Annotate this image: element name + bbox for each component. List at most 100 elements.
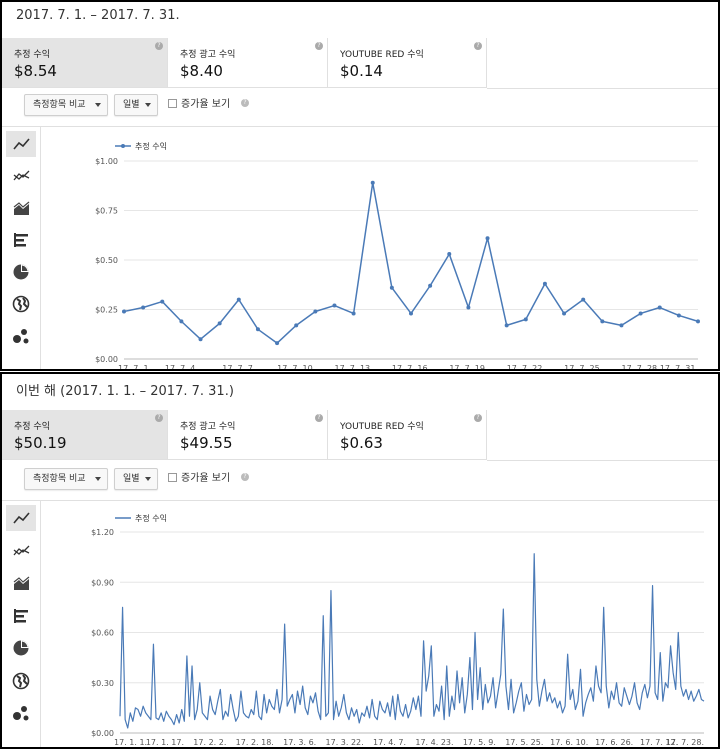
x-tick-label: 17. 1. 1.: [114, 738, 147, 747]
metric-value: $8.40: [180, 62, 223, 80]
help-icon[interactable]: ?: [155, 42, 163, 50]
metric-value: $49.55: [180, 434, 233, 452]
legend-marker: [121, 144, 125, 148]
interval-dropdown[interactable]: 일별: [114, 468, 158, 490]
data-point[interactable]: [332, 303, 337, 308]
line-chart-icon: [13, 138, 30, 150]
area-chart-icon: [13, 576, 30, 590]
metric-tab-estimated-revenue[interactable]: 추정 수익 $50.19 ?: [2, 410, 168, 460]
chart-type-button-multi-line[interactable]: [6, 538, 36, 564]
data-point[interactable]: [370, 180, 375, 185]
data-point[interactable]: [466, 305, 471, 310]
x-tick-label: 17. 7. 31.: [660, 364, 698, 371]
x-tick-label: 17. 2. 18.: [236, 738, 274, 747]
interval-label: 일별: [123, 100, 140, 110]
growth-checkbox[interactable]: [168, 99, 177, 108]
chart-type-button-bar-chart[interactable]: [6, 603, 36, 629]
data-point[interactable]: [198, 337, 203, 342]
y-tick-label: $0.50: [95, 256, 118, 265]
help-icon[interactable]: ?: [315, 414, 323, 422]
metric-tab-youtube-red-revenue[interactable]: YOUTUBE RED 수익 $0.14 ?: [328, 38, 487, 88]
data-point[interactable]: [122, 309, 126, 314]
compare-metric-dropdown[interactable]: 측정항목 비교: [24, 94, 108, 116]
metric-tabs: 추정 수익 $8.54 ? 추정 광고 수익 $8.40 ? YOUTUBE R…: [2, 38, 718, 89]
interval-dropdown[interactable]: 일별: [114, 94, 158, 116]
x-tick-label: 17. 5. 25.: [505, 738, 543, 747]
chart-type-button-globe[interactable]: [6, 291, 36, 317]
monthly-revenue-panel: 2017. 7. 1. – 2017. 7. 31. 추정 수익 $8.54 ?…: [0, 0, 720, 371]
x-tick-label: 17. 7. 25.: [564, 364, 602, 371]
data-point[interactable]: [619, 323, 624, 328]
y-tick-label: $0.30: [91, 679, 114, 688]
data-point[interactable]: [389, 285, 394, 290]
metric-tab-ad-revenue[interactable]: 추정 광고 수익 $8.40 ?: [168, 38, 328, 88]
chart-type-button-line-chart[interactable]: [6, 131, 36, 157]
data-point[interactable]: [160, 299, 165, 304]
data-point[interactable]: [638, 311, 643, 316]
line-chart-icon: [13, 512, 30, 524]
chart-type-button-pie-chart[interactable]: [6, 259, 36, 285]
chevron-down-icon: [95, 477, 101, 481]
data-point[interactable]: [351, 311, 356, 316]
data-point[interactable]: [179, 319, 184, 324]
data-point[interactable]: [504, 323, 509, 328]
chart-type-button-pie-chart[interactable]: [6, 635, 36, 661]
x-tick-label: 17. 7. 12.: [640, 738, 678, 747]
growth-label: 증가율 보기: [181, 473, 231, 484]
data-point[interactable]: [236, 297, 241, 302]
data-point[interactable]: [447, 252, 452, 257]
data-point[interactable]: [428, 283, 433, 288]
chart-type-button-area-chart[interactable]: [6, 195, 36, 221]
data-point[interactable]: [600, 319, 605, 324]
help-icon[interactable]: ?: [474, 42, 482, 50]
help-icon[interactable]: ?: [315, 42, 323, 50]
y-tick-label: $1.00: [95, 157, 118, 166]
compare-metric-label: 측정항목 비교: [33, 474, 86, 484]
compare-metric-dropdown[interactable]: 측정항목 비교: [24, 468, 108, 490]
metric-label: YOUTUBE RED 수익: [340, 422, 424, 432]
data-point[interactable]: [217, 321, 222, 326]
x-tick-label: 17. 6. 26.: [595, 738, 633, 747]
x-tick-label: 17. 4. 7.: [373, 738, 406, 747]
data-point[interactable]: [313, 309, 318, 314]
y-tick-label: $0.00: [95, 355, 118, 364]
data-point[interactable]: [275, 341, 280, 346]
growth-checkbox[interactable]: [168, 473, 177, 482]
chart-type-button-multi-line[interactable]: [6, 163, 36, 189]
data-point[interactable]: [542, 281, 547, 286]
help-icon[interactable]: ?: [241, 99, 249, 107]
x-tick-label: 17. 7. 22.: [507, 364, 545, 371]
data-point[interactable]: [255, 327, 260, 332]
data-point[interactable]: [581, 297, 586, 302]
chart-type-button-bubble-chart[interactable]: [6, 323, 36, 349]
data-point[interactable]: [485, 236, 490, 241]
chart-type-button-globe[interactable]: [6, 668, 36, 694]
data-point[interactable]: [696, 319, 700, 324]
data-point[interactable]: [523, 317, 528, 322]
data-point[interactable]: [294, 323, 299, 328]
data-point[interactable]: [562, 311, 567, 316]
period-label: 이번 해 (2017. 1. 1. – 2017. 7. 31.): [16, 384, 234, 399]
data-point[interactable]: [141, 305, 146, 310]
metric-tab-youtube-red-revenue[interactable]: YOUTUBE RED 수익 $0.63 ?: [328, 410, 487, 460]
chevron-down-icon: [145, 477, 151, 481]
x-tick-label: 17. 7. 28.: [666, 738, 704, 747]
y-tick-label: $0.60: [91, 629, 114, 638]
data-point[interactable]: [676, 313, 681, 318]
data-point[interactable]: [409, 311, 413, 316]
metric-value: $8.54: [14, 62, 57, 80]
chart-type-button-area-chart[interactable]: [6, 570, 36, 596]
help-icon[interactable]: ?: [241, 473, 249, 481]
y-tick-label: $1.20: [91, 528, 114, 537]
x-tick-label: 17. 7. 7.: [222, 364, 255, 371]
metric-label: 추정 수익: [14, 50, 50, 60]
data-point[interactable]: [657, 305, 662, 310]
metric-tab-ad-revenue[interactable]: 추정 광고 수익 $49.55 ?: [168, 410, 328, 460]
metric-tab-estimated-revenue[interactable]: 추정 수익 $8.54 ?: [2, 38, 168, 88]
help-icon[interactable]: ?: [474, 414, 482, 422]
chart-type-button-bar-chart[interactable]: [6, 227, 36, 253]
chart-type-button-bubble-chart[interactable]: [6, 700, 36, 726]
help-icon[interactable]: ?: [155, 414, 163, 422]
chart-type-button-line-chart[interactable]: [6, 505, 36, 531]
x-tick-label: 17. 7. 4.: [165, 364, 198, 371]
